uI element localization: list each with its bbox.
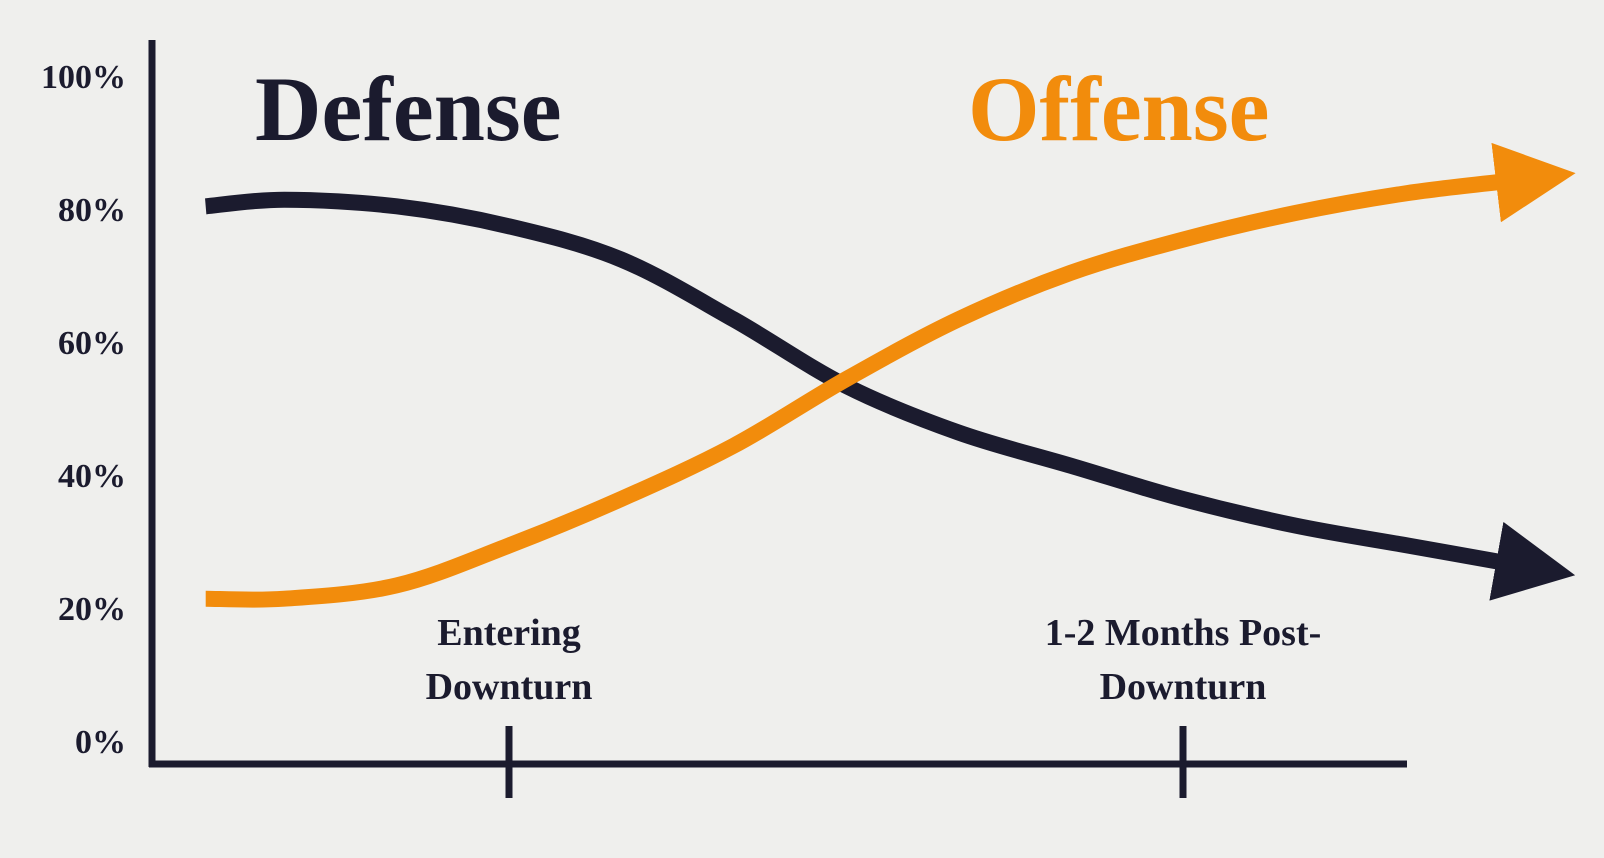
y-tick-label: 20% xyxy=(58,591,126,628)
legend-label: Offense xyxy=(968,58,1269,160)
y-tick-label: 60% xyxy=(58,325,126,362)
x-tick-label: 1-2 Months Post-Downturn xyxy=(1044,612,1322,708)
y-tick-label: 40% xyxy=(58,458,126,495)
y-tick-label: 100% xyxy=(41,59,126,96)
x-tick-label: Entering Downturn xyxy=(425,612,593,708)
series-line xyxy=(205,142,1576,608)
legend-label: Defense xyxy=(255,58,562,160)
series-line xyxy=(204,191,1576,601)
y-tick-label: 0% xyxy=(75,724,126,761)
y-tick-label: 80% xyxy=(58,192,126,229)
